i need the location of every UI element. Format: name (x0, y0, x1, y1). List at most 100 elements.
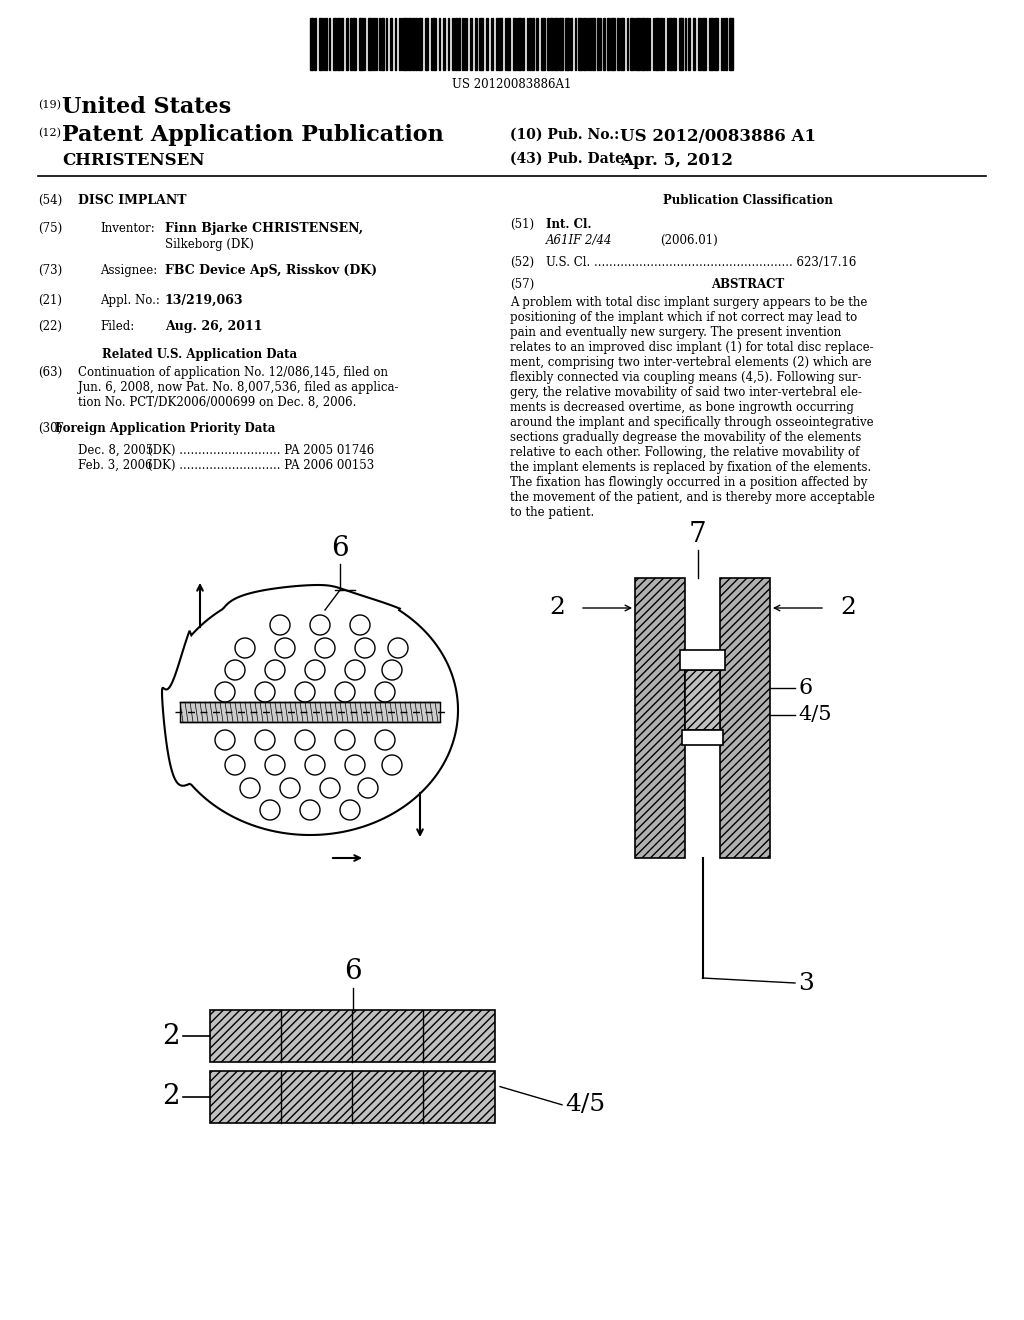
Bar (390, 18, 392, 70)
Text: Silkeborg (DK): Silkeborg (DK) (165, 238, 254, 251)
Text: (43) Pub. Date:: (43) Pub. Date: (510, 152, 629, 166)
Bar (529, 18, 531, 70)
Bar (412, 18, 414, 70)
Text: (2006.01): (2006.01) (660, 234, 718, 247)
Text: ment, comprising two inter-vertebral elements (2) which are: ment, comprising two inter-vertebral ele… (510, 356, 871, 370)
Bar (611, 18, 615, 70)
Bar (685, 671, 720, 730)
Text: Jun. 6, 2008, now Pat. No. 8,007,536, filed as applica-: Jun. 6, 2008, now Pat. No. 8,007,536, fi… (78, 381, 398, 393)
Bar (532, 18, 534, 70)
Bar (597, 18, 599, 70)
Text: 6: 6 (798, 677, 812, 700)
Bar (679, 18, 683, 70)
Bar (630, 18, 633, 70)
Bar (479, 18, 483, 70)
Text: (19): (19) (38, 100, 61, 111)
Bar (559, 18, 563, 70)
Bar (536, 18, 538, 70)
Bar (433, 18, 436, 70)
Text: the implant elements is replaced by fixation of the elements.: the implant elements is replaced by fixa… (510, 461, 871, 474)
Bar (470, 18, 472, 70)
Bar (550, 18, 553, 70)
Bar (565, 18, 569, 70)
Bar (725, 18, 727, 70)
Bar (522, 18, 524, 70)
Bar (541, 18, 545, 70)
Text: Patent Application Publication: Patent Application Publication (62, 124, 443, 147)
Bar (443, 18, 445, 70)
Text: (30): (30) (38, 422, 62, 436)
Bar (513, 18, 516, 70)
Text: flexibly connected via coupling means (4,5). Following sur-: flexibly connected via coupling means (4… (510, 371, 861, 384)
Bar (646, 18, 648, 70)
Text: (DK) ........................... PA 2006 00153: (DK) ........................... PA 2006… (148, 459, 374, 473)
Bar (720, 578, 770, 858)
Bar (570, 18, 572, 70)
Text: (63): (63) (38, 366, 62, 379)
Text: ments is decreased overtime, as bone ingrowth occurring: ments is decreased overtime, as bone ing… (510, 401, 854, 414)
Bar (458, 18, 460, 70)
Bar (381, 18, 384, 70)
Bar (310, 18, 313, 70)
Text: around the implant and specifically through osseointegrative: around the implant and specifically thro… (510, 416, 873, 429)
Text: (10) Pub. No.:: (10) Pub. No.: (510, 128, 620, 143)
Text: Continuation of application No. 12/086,145, filed on: Continuation of application No. 12/086,1… (78, 366, 388, 379)
Text: Int. Cl.: Int. Cl. (546, 218, 592, 231)
Bar (325, 18, 327, 70)
Bar (368, 18, 372, 70)
Text: pain and eventually new surgery. The present invention: pain and eventually new surgery. The pre… (510, 326, 842, 339)
Bar (607, 18, 610, 70)
Text: 7: 7 (688, 521, 707, 548)
Bar (475, 18, 477, 70)
Bar (314, 18, 316, 70)
Bar (498, 18, 502, 70)
Bar (319, 18, 322, 70)
Bar (547, 18, 549, 70)
Text: DISC IMPLANT: DISC IMPLANT (78, 194, 186, 207)
Bar (641, 18, 645, 70)
Text: (54): (54) (38, 194, 62, 207)
Bar (635, 578, 685, 858)
Text: 4/5: 4/5 (565, 1093, 605, 1117)
Bar (403, 18, 407, 70)
Bar (554, 18, 558, 70)
Bar (669, 18, 672, 70)
Bar (578, 18, 582, 70)
Text: relates to an improved disc implant (1) for total disc replace-: relates to an improved disc implant (1) … (510, 341, 873, 354)
Text: Aug. 26, 2011: Aug. 26, 2011 (165, 319, 262, 333)
Text: United States: United States (62, 96, 231, 117)
Text: 13/219,063: 13/219,063 (165, 294, 244, 308)
Bar (346, 18, 348, 70)
Bar (583, 18, 586, 70)
Text: relative to each other. Following, the relative movability of: relative to each other. Following, the r… (510, 446, 859, 459)
Bar (452, 18, 454, 70)
Bar (337, 18, 340, 70)
Bar (698, 18, 701, 70)
Text: FBC Device ApS, Risskov (DK): FBC Device ApS, Risskov (DK) (165, 264, 377, 277)
Text: U.S. Cl. ..................................................... 623/17.16: U.S. Cl. ...............................… (546, 256, 856, 269)
Bar (729, 18, 733, 70)
Text: positioning of the implant which if not correct may lead to: positioning of the implant which if not … (510, 312, 857, 323)
Text: 6: 6 (331, 535, 349, 562)
Text: US 2012/0083886 A1: US 2012/0083886 A1 (620, 128, 816, 145)
Bar (592, 18, 595, 70)
Text: Inventor:: Inventor: (100, 222, 155, 235)
Text: Apr. 5, 2012: Apr. 5, 2012 (620, 152, 733, 169)
Bar (373, 18, 375, 70)
Text: Finn Bjarke CHRISTENSEN,: Finn Bjarke CHRISTENSEN, (165, 222, 364, 235)
Text: US 20120083886A1: US 20120083886A1 (453, 78, 571, 91)
Text: Feb. 3, 2006: Feb. 3, 2006 (78, 459, 153, 473)
Text: (DK) ........................... PA 2005 01746: (DK) ........................... PA 2005… (148, 444, 374, 457)
Bar (682, 730, 723, 744)
Text: the movement of the patient, and is thereby more acceptable: the movement of the patient, and is ther… (510, 491, 874, 504)
Text: gery, the relative movability of said two inter-vertebral ele-: gery, the relative movability of said tw… (510, 385, 862, 399)
Bar (418, 18, 422, 70)
Text: Assignee:: Assignee: (100, 264, 158, 277)
Bar (517, 18, 521, 70)
Bar (350, 18, 352, 70)
Text: Dec. 8, 2005: Dec. 8, 2005 (78, 444, 154, 457)
Text: ABSTRACT: ABSTRACT (712, 279, 784, 290)
Bar (455, 18, 457, 70)
Bar (359, 18, 362, 70)
Text: (12): (12) (38, 128, 61, 139)
